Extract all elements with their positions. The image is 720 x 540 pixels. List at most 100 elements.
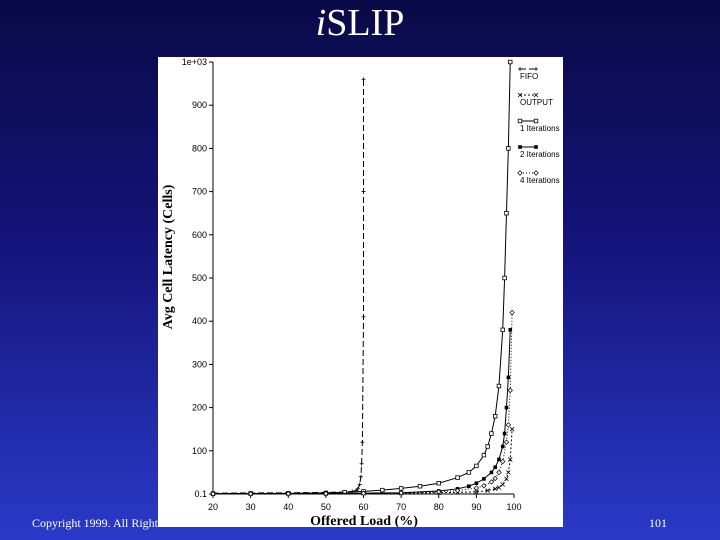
chart-legend: FIFO OUTPUT 1 Iterations 2 Iterations 4 Iter…: [517, 67, 560, 185]
legend-label: 1 Iterations: [520, 124, 560, 133]
legend-label: 4 Iterations: [520, 176, 560, 185]
data-point: [482, 477, 486, 481]
data-point: [474, 463, 479, 469]
x-tick-label: 50: [321, 502, 331, 512]
data-point: [481, 483, 487, 489]
data-point: [517, 118, 523, 124]
data-point: [504, 210, 509, 216]
x-tick-label: 60: [358, 502, 368, 512]
series-line: [212, 312, 513, 495]
y-axis-label: Avg Cell Latency (Cells): [161, 184, 176, 329]
data-point: [533, 92, 539, 98]
slide-title-italic: i: [315, 2, 327, 44]
data-point: [360, 440, 365, 445]
series-line: [212, 61, 511, 495]
y-tick-label: 200: [192, 403, 207, 413]
data-point: [504, 405, 509, 410]
data-point: [500, 458, 506, 465]
data-point: [507, 457, 513, 462]
series-line: [212, 429, 513, 495]
data-point: [355, 486, 360, 491]
data-point: [481, 452, 487, 458]
data-point: [210, 491, 216, 497]
data-point: [533, 118, 539, 124]
data-point: [436, 489, 442, 495]
data-point: [506, 146, 511, 151]
x-tick-label: 30: [246, 502, 256, 512]
y-tick-label: 0.1: [194, 489, 207, 499]
chart-frame: 20 30 40 50 60 70 80 90 100 0.1 100 200 300 400 500 600…: [182, 57, 522, 512]
legend-item: 4 Iterations: [517, 170, 560, 185]
data-point: [509, 426, 515, 432]
data-point: [500, 327, 505, 333]
data-point: [489, 470, 494, 475]
y-tick-label: 900: [192, 100, 207, 110]
data-point: [361, 314, 366, 319]
data-point: [508, 328, 513, 332]
data-point: [361, 77, 366, 82]
data-point: [357, 482, 362, 487]
data-point: [285, 491, 291, 497]
data-point: [502, 275, 507, 281]
data-point: [504, 476, 509, 482]
data-point: [492, 486, 498, 492]
series-1-iterations: [210, 59, 513, 496]
data-point: [488, 479, 495, 485]
slide-title-rest: SLIP: [326, 2, 405, 44]
legend-label: FIFO: [520, 72, 538, 81]
data-point: [507, 387, 513, 394]
data-point: [497, 457, 501, 462]
legend-item: OUTPUT: [517, 92, 553, 107]
legend-item: 1 Iterations: [517, 118, 560, 133]
x-tick-label: 70: [396, 502, 406, 512]
x-tick-label: 40: [283, 502, 293, 512]
data-point: [505, 422, 512, 428]
data-point: [506, 470, 511, 475]
data-point: [493, 465, 497, 470]
data-point: [436, 480, 441, 486]
data-point: [517, 92, 523, 98]
data-point: [466, 470, 472, 475]
x-tick-label: 100: [506, 502, 521, 512]
data-point: [342, 490, 347, 495]
x-tick-label: 20: [208, 502, 218, 512]
data-point: [518, 145, 522, 149]
data-point: [496, 485, 502, 490]
data-point: [380, 487, 385, 493]
data-point: [492, 414, 498, 419]
data-point: [398, 490, 404, 496]
data-point: [500, 482, 505, 487]
data-point: [417, 484, 423, 489]
data-point: [360, 490, 367, 497]
data-point: [323, 490, 329, 497]
x-axis-label: Offered Load (%): [310, 514, 418, 527]
legend-label: OUTPUT: [520, 98, 553, 107]
x-tick-label: 80: [434, 502, 444, 512]
data-point: [506, 375, 511, 380]
data-point: [454, 487, 461, 494]
y-tick-label: 700: [192, 187, 207, 197]
data-point: [496, 469, 502, 476]
data-point: [359, 461, 364, 466]
legend-item: 2 Iterations: [518, 145, 560, 159]
x-tick-label: 90: [471, 502, 481, 512]
copyright-notice: Copyright 1999. All Rights Reserved: [32, 516, 211, 530]
data-point: [518, 67, 522, 71]
series-4-iterations: [210, 309, 515, 497]
series-fifo: [211, 77, 366, 496]
data-point: [398, 486, 404, 491]
data-point: [467, 484, 471, 489]
data-point: [509, 309, 515, 316]
data-point: [492, 475, 498, 482]
page-number: 101: [649, 516, 667, 530]
data-point: [489, 431, 494, 436]
data-point: [485, 444, 490, 449]
y-tick-label: 100: [192, 446, 207, 456]
legend-item: FIFO: [518, 67, 538, 81]
data-point: [358, 474, 363, 479]
chart-series: [210, 59, 515, 497]
data-point: [361, 189, 366, 194]
data-point: [500, 444, 505, 449]
data-point: [485, 488, 490, 493]
data-point: [534, 145, 538, 149]
